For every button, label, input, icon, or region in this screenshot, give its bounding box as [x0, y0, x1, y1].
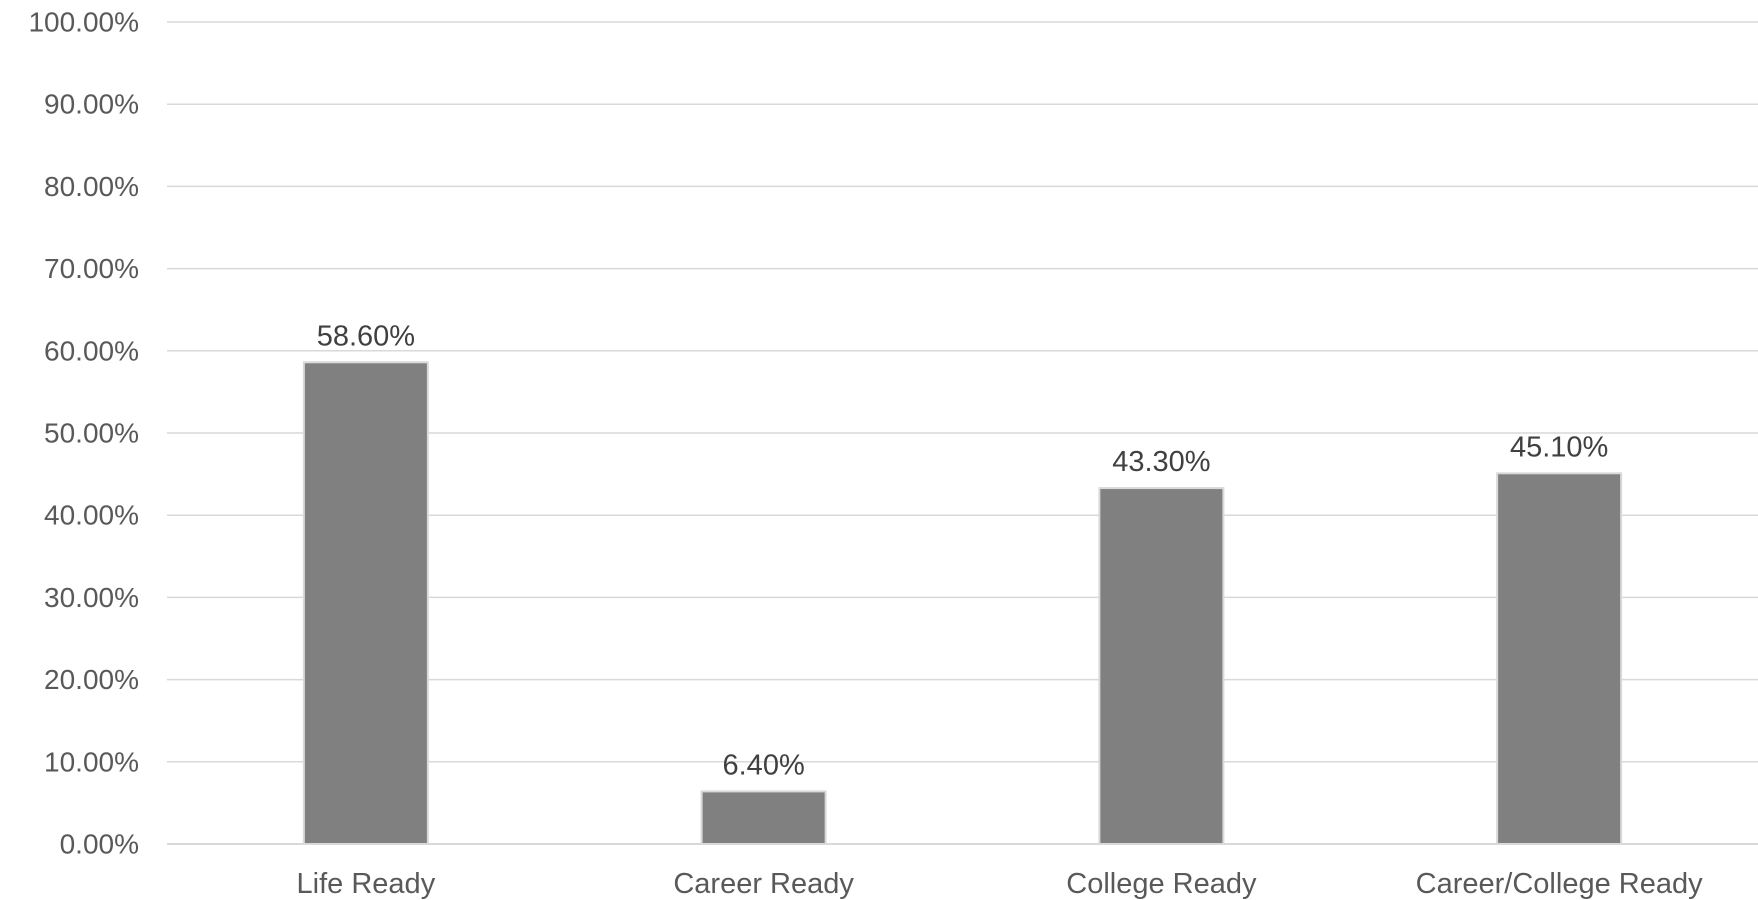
data-label: 6.40% [723, 749, 805, 781]
data-label: 43.30% [1112, 446, 1210, 478]
y-tick-label: 30.00% [44, 582, 139, 613]
x-category-label: Life Ready [297, 868, 436, 900]
x-axis-category-labels: Life Ready Career Ready College Ready Caree… [297, 868, 1704, 900]
bar [1496, 472, 1623, 845]
y-tick-label: 70.00% [44, 253, 139, 284]
data-label: 58.60% [317, 320, 415, 352]
y-tick-label: 40.00% [44, 500, 139, 531]
bar [302, 361, 429, 845]
y-tick-label: 10.00% [44, 746, 139, 777]
y-tick-label: 20.00% [44, 664, 139, 695]
bar [1098, 487, 1225, 845]
y-tick-label: 80.00% [44, 171, 139, 202]
y-axis-tick-labels: 0.00% 10.00% 20.00% 30.00% 40.00% 50.00% 60.00… [28, 7, 139, 860]
y-tick-label: 100.00% [28, 7, 139, 38]
x-category-label: Career Ready [673, 868, 854, 900]
bars [302, 361, 1623, 846]
y-tick-label: 0.00% [60, 829, 139, 860]
data-label: 45.10% [1510, 431, 1608, 463]
y-tick-label: 90.00% [44, 89, 139, 120]
gridlines [167, 21, 1758, 763]
data-labels: 58.60% 6.40% 43.30% 45.10% [317, 320, 1609, 781]
y-tick-label: 50.00% [44, 418, 139, 449]
x-category-label: College Ready [1066, 868, 1257, 900]
y-tick-label: 60.00% [44, 335, 139, 366]
x-category-label: Career/College Ready [1416, 868, 1703, 900]
bar [700, 790, 827, 846]
